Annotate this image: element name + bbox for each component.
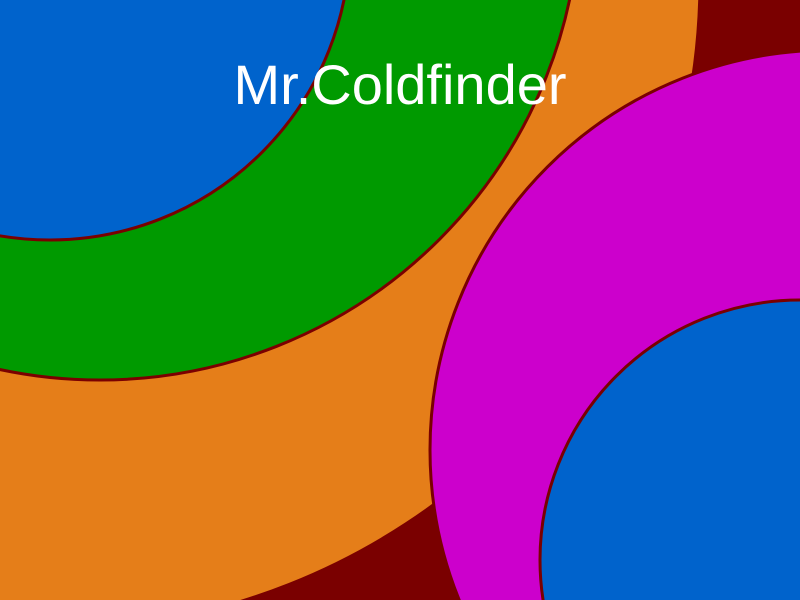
game-title: Mr.Coldfinder xyxy=(0,50,800,120)
